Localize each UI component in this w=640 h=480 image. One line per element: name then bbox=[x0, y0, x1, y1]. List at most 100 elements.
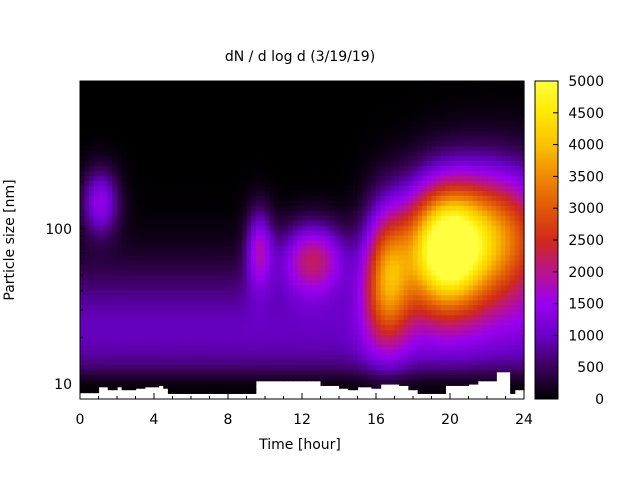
heatmap-cell bbox=[163, 319, 169, 326]
heatmap-cell bbox=[265, 289, 271, 296]
heatmap-cell bbox=[223, 319, 229, 326]
heatmap-cell bbox=[376, 284, 382, 291]
heatmap-cell bbox=[186, 369, 192, 375]
heatmap-cell bbox=[209, 165, 215, 172]
heatmap-cell bbox=[325, 170, 331, 177]
heatmap-cell bbox=[426, 254, 433, 261]
heatmap-cell bbox=[431, 389, 437, 394]
heatmap-cell bbox=[302, 289, 308, 296]
heatmap-cell bbox=[288, 195, 294, 201]
heatmap-cell bbox=[163, 284, 169, 291]
heatmap-cell bbox=[399, 220, 405, 226]
heatmap-cell bbox=[214, 264, 220, 271]
heatmap-cell bbox=[154, 110, 160, 117]
heatmap-cell bbox=[228, 329, 234, 336]
heatmap-cell bbox=[357, 254, 363, 261]
heatmap-cell bbox=[163, 200, 169, 206]
heatmap-cell bbox=[149, 130, 155, 137]
heatmap-cell bbox=[172, 294, 178, 301]
heatmap-cell bbox=[311, 314, 317, 321]
heatmap-cell bbox=[121, 329, 127, 336]
heatmap-cell bbox=[278, 314, 285, 321]
heatmap-cell bbox=[343, 215, 349, 221]
heatmap-cell bbox=[292, 105, 298, 112]
heatmap-cell bbox=[408, 200, 414, 206]
heatmap-cell bbox=[154, 160, 160, 167]
heatmap-cell bbox=[140, 120, 146, 127]
heatmap-cell bbox=[167, 339, 174, 345]
heatmap-cell bbox=[107, 309, 113, 316]
heatmap-cell bbox=[117, 240, 123, 246]
heatmap-cell bbox=[204, 364, 211, 370]
heatmap-cell bbox=[172, 175, 178, 181]
heatmap-cell bbox=[352, 379, 359, 385]
heatmap-cell bbox=[191, 95, 197, 102]
heatmap-cell bbox=[241, 115, 248, 122]
heatmap-cell bbox=[112, 90, 118, 97]
heatmap-cell bbox=[311, 334, 317, 340]
heatmap-cell bbox=[93, 175, 100, 181]
heatmap-cell bbox=[103, 115, 109, 122]
heatmap-cell bbox=[121, 110, 127, 117]
heatmap-cell bbox=[339, 339, 345, 345]
heatmap-cell bbox=[339, 359, 345, 365]
heatmap-cell bbox=[334, 105, 340, 112]
heatmap-cell bbox=[362, 185, 368, 191]
heatmap-cell bbox=[325, 259, 331, 266]
heatmap-cell bbox=[269, 364, 275, 370]
heatmap-cell bbox=[325, 150, 331, 157]
heatmap-cell bbox=[274, 155, 280, 162]
heatmap-cell bbox=[232, 235, 238, 241]
heatmap-cell bbox=[408, 81, 414, 87]
heatmap-cell bbox=[385, 81, 391, 87]
heatmap-cell bbox=[181, 200, 187, 206]
heatmap-cell bbox=[329, 240, 335, 246]
heatmap-cell bbox=[376, 220, 382, 226]
heatmap-cell bbox=[311, 309, 317, 316]
heatmap-cell bbox=[278, 264, 285, 271]
heatmap-cell bbox=[107, 384, 113, 390]
heatmap-cell bbox=[292, 170, 298, 177]
heatmap-cell bbox=[357, 259, 363, 266]
heatmap-cell bbox=[167, 130, 174, 137]
heatmap-cell bbox=[89, 180, 95, 186]
heatmap-cell bbox=[181, 374, 187, 380]
heatmap-cell bbox=[191, 175, 197, 181]
heatmap-cell bbox=[126, 339, 132, 345]
heatmap-cell bbox=[385, 309, 391, 316]
heatmap-cell bbox=[223, 374, 229, 380]
heatmap-cell bbox=[107, 150, 113, 157]
heatmap-cell bbox=[288, 249, 294, 256]
heatmap-cell bbox=[380, 115, 386, 122]
heatmap-cell bbox=[144, 210, 150, 216]
heatmap-cell bbox=[140, 185, 146, 191]
heatmap-cell bbox=[385, 195, 391, 201]
heatmap-cell bbox=[172, 384, 178, 390]
heatmap-cell bbox=[200, 299, 206, 306]
heatmap-cell bbox=[357, 240, 363, 246]
heatmap-cell bbox=[200, 334, 206, 340]
heatmap-cell bbox=[380, 120, 386, 127]
heatmap-cell bbox=[339, 225, 345, 231]
heatmap-cell bbox=[348, 225, 354, 231]
heatmap-cell bbox=[357, 155, 363, 162]
heatmap-cell bbox=[103, 344, 109, 350]
heatmap-cell bbox=[172, 195, 178, 201]
heatmap-cell bbox=[117, 259, 123, 266]
heatmap-cell bbox=[135, 110, 141, 117]
heatmap-cell bbox=[154, 294, 160, 301]
heatmap-cell bbox=[232, 130, 238, 137]
heatmap-cell bbox=[214, 274, 220, 281]
heatmap-cell bbox=[121, 344, 127, 350]
heatmap-cell bbox=[126, 309, 132, 316]
heatmap-cell bbox=[408, 289, 414, 296]
heatmap-cell bbox=[251, 249, 257, 256]
heatmap-cell bbox=[315, 150, 322, 157]
heatmap-cell bbox=[158, 165, 164, 172]
heatmap-cell bbox=[93, 135, 100, 142]
heatmap-cell bbox=[218, 130, 224, 137]
heatmap-cell bbox=[445, 349, 451, 355]
heatmap-cell bbox=[320, 125, 326, 132]
heatmap-cell bbox=[223, 85, 229, 92]
heatmap-cell bbox=[223, 125, 229, 132]
